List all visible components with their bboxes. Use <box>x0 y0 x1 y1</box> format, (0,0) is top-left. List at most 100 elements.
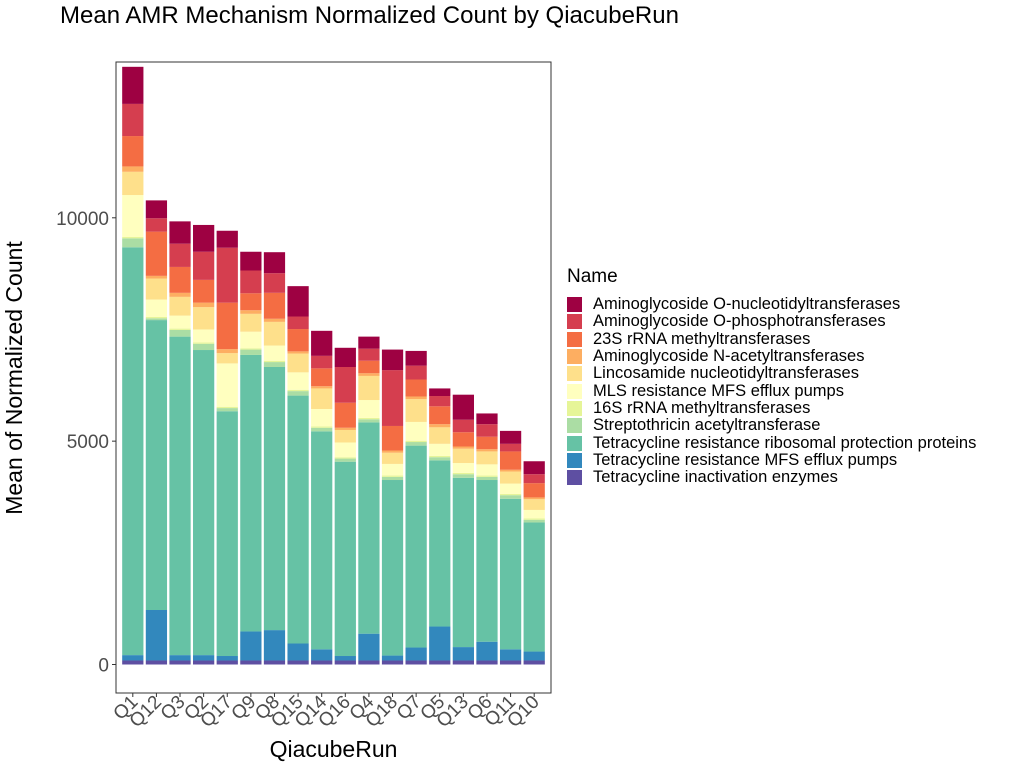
y-axis: 0 5000 10000 <box>56 209 116 677</box>
bar-segment-q16-9 <box>334 367 356 403</box>
legend-swatch <box>567 349 582 365</box>
bar-segment-q8-6 <box>263 321 286 346</box>
legend-label: Lincosamide nucleotidyltransferases <box>593 364 859 383</box>
y-axis-label: Mean of Normalized Count <box>1 241 27 515</box>
bar-segment-q11-0 <box>499 660 522 665</box>
bar-segment-q5-4 <box>429 455 451 458</box>
legend-swatch <box>567 418 582 434</box>
bar-segment-q9-10 <box>240 251 262 271</box>
bar-segment-q18-2 <box>381 480 404 656</box>
bar-segment-q5-0 <box>429 660 451 665</box>
bar-segment-q11-1 <box>499 649 522 661</box>
bar-segment-q10-6 <box>523 499 545 510</box>
bar-segment-q15-3 <box>287 391 309 396</box>
legend-label: Tetracycline resistance MFS efflux pumps <box>593 450 898 469</box>
bar-segment-q5-9 <box>429 396 451 407</box>
chart-title: Mean AMR Mechanism Normalized Count by Q… <box>60 2 679 29</box>
bar-segment-q11-8 <box>499 451 522 470</box>
bar-segment-q18-7 <box>381 450 404 453</box>
bar-segment-q13-5 <box>452 463 474 473</box>
bar-segment-q7-9 <box>405 365 427 380</box>
bar-stack-q4 <box>358 336 380 665</box>
bar-segment-q18-4 <box>381 475 404 477</box>
bar-stack-q18 <box>381 349 404 665</box>
bar-segment-q2-4 <box>193 342 215 344</box>
bar-segment-q12-5 <box>145 299 168 317</box>
bar-segment-q6-3 <box>476 476 498 481</box>
bar-segment-q7-5 <box>405 421 427 441</box>
bar-segment-q14-10 <box>311 330 333 356</box>
legend-swatch <box>567 435 582 451</box>
bar-segment-q13-3 <box>452 474 474 478</box>
bar-segment-q7-2 <box>405 445 427 648</box>
bar-segment-q4-0 <box>358 660 380 665</box>
bar-segment-q7-6 <box>405 399 427 422</box>
bar-segment-q13-10 <box>452 394 474 420</box>
bar-stack-q8 <box>263 252 286 665</box>
legend-item: Aminoglycoside O-phosphotransferases <box>567 313 976 330</box>
plot-panel-border <box>115 61 552 694</box>
legend-swatch <box>567 314 582 330</box>
bar-segment-q11-2 <box>499 498 522 650</box>
bar-segment-q17-10 <box>216 230 238 248</box>
bar-segment-q7-7 <box>405 396 427 400</box>
legend-label: 23S rRNA methyltransferases <box>593 329 811 348</box>
bar-segment-q1-4 <box>122 237 144 239</box>
bar-stack-q3 <box>169 221 191 665</box>
bar-segment-q13-7 <box>452 446 474 449</box>
bar-segment-q1-8 <box>122 136 144 167</box>
legend-label: MLS resistance MFS efflux pumps <box>593 381 844 400</box>
bar-segment-q1-6 <box>122 171 144 196</box>
bar-segment-q11-3 <box>499 495 522 499</box>
bar-segment-q8-0 <box>263 660 286 665</box>
bar-segment-q14-2 <box>311 431 333 650</box>
bar-segment-q12-8 <box>145 231 168 276</box>
bar-segment-q15-5 <box>287 372 309 390</box>
bar-stack-q11 <box>499 430 522 665</box>
bar-segment-q2-5 <box>193 329 215 343</box>
bar-segment-q6-0 <box>476 660 498 665</box>
x-axis: Q1Q12Q3Q2Q17Q9Q8Q15Q14Q16Q4Q18Q7Q5Q13Q6Q… <box>110 691 544 732</box>
bar-segment-q7-8 <box>405 379 427 397</box>
bar-segment-q17-6 <box>216 353 238 364</box>
legend-item: Streptothricin acetyltransferase <box>567 417 976 434</box>
bar-segment-q9-6 <box>240 313 262 332</box>
bar-segment-q8-10 <box>263 252 286 274</box>
bar-segment-q18-0 <box>381 660 404 665</box>
bar-segment-q18-9 <box>381 370 404 426</box>
bar-segment-q4-10 <box>358 336 380 349</box>
bar-segment-q17-2 <box>216 411 238 657</box>
bar-segment-q14-0 <box>311 660 333 665</box>
bar-segment-q14-4 <box>311 426 333 428</box>
bar-segment-q3-9 <box>169 243 191 267</box>
bar-segment-q8-5 <box>263 345 286 361</box>
bar-stack-q13 <box>452 394 474 665</box>
bar-segment-q10-5 <box>523 509 545 519</box>
bar-segment-q11-4 <box>499 493 522 496</box>
bar-segment-q18-8 <box>381 425 404 451</box>
bar-segment-q4-6 <box>358 375 380 401</box>
bar-stack-q16 <box>334 347 356 665</box>
bar-segment-q13-8 <box>452 432 474 447</box>
bar-segment-q17-8 <box>216 302 238 350</box>
bar-segment-q1-5 <box>122 195 144 238</box>
bar-segment-q3-3 <box>169 329 191 337</box>
bar-segment-q8-3 <box>263 362 286 367</box>
bar-segment-q17-5 <box>216 363 238 407</box>
bar-segment-q16-8 <box>334 402 356 428</box>
legend-label: Aminoglycoside N-acetyltransferases <box>593 347 865 366</box>
bar-segment-q12-3 <box>145 318 168 321</box>
bar-segment-q17-4 <box>216 406 238 409</box>
bar-segment-q18-1 <box>381 655 404 661</box>
bar-segment-q17-0 <box>216 660 238 665</box>
bar-segment-q17-9 <box>216 247 238 303</box>
x-axis-label: QiacubeRun <box>270 736 398 762</box>
bar-segment-q1-10 <box>122 66 144 104</box>
bar-stack-q5 <box>429 388 451 665</box>
bar-segment-q14-9 <box>311 355 333 369</box>
bar-segment-q18-3 <box>381 476 404 481</box>
bar-segment-q3-0 <box>169 660 191 665</box>
bar-segment-q8-8 <box>263 292 286 319</box>
y-tick-label: 10000 <box>56 209 109 230</box>
bar-segment-q16-10 <box>334 347 356 367</box>
